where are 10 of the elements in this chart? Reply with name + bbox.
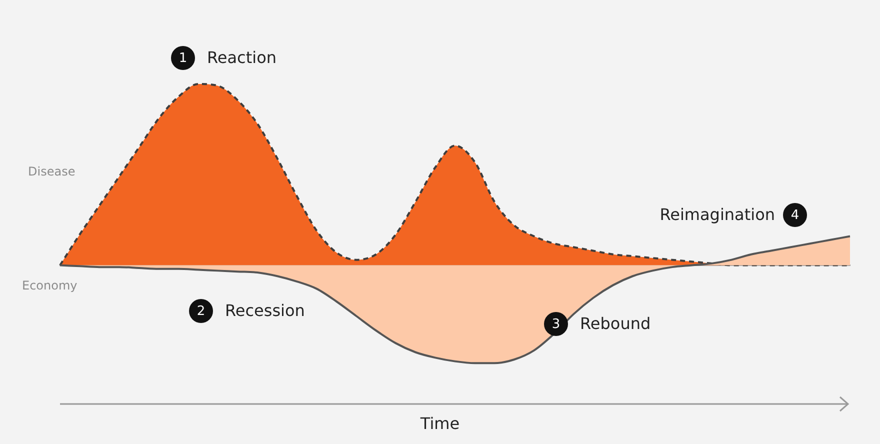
series-label: Economy [22, 278, 78, 292]
x-axis-title: Time [419, 414, 461, 433]
text: Disease [28, 164, 76, 178]
annotation: Recession [225, 301, 305, 320]
annotation: Reimagination [660, 205, 775, 224]
text: Reaction [207, 48, 276, 67]
annotation: Rebound [580, 314, 651, 333]
number-badge: 2 [189, 299, 213, 323]
number-badge: 4 [783, 203, 807, 227]
number-badge: 1 [171, 46, 195, 70]
